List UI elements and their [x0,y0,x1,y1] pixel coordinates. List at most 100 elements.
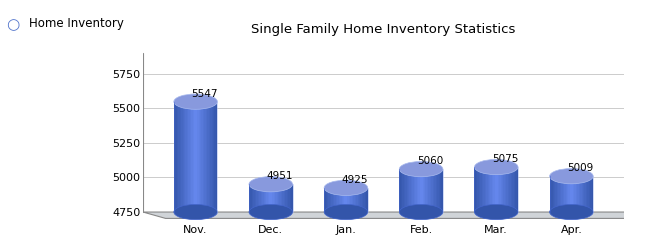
Text: Home Inventory: Home Inventory [29,18,124,30]
Bar [424,169,426,212]
Bar [554,176,555,212]
Bar [284,184,285,212]
Bar [589,176,590,212]
Bar [477,167,479,212]
Bar [272,184,274,212]
Bar [492,167,493,212]
Bar [265,184,266,212]
Bar [187,102,188,212]
Bar [334,188,336,212]
Bar [584,176,586,212]
Bar [266,184,268,212]
Bar [405,169,406,212]
Bar [114,53,143,212]
Bar [252,184,254,212]
Bar [349,188,350,212]
Bar [365,188,366,212]
Bar [428,169,430,212]
Ellipse shape [249,176,292,192]
Bar [558,176,560,212]
Bar [406,169,408,212]
Bar [575,176,576,212]
Bar [488,167,489,212]
Bar [490,167,492,212]
Bar [411,169,412,212]
Bar [567,176,569,212]
Bar [190,102,191,212]
Bar [256,184,257,212]
Bar [344,188,346,212]
Bar [183,102,184,212]
Bar [326,188,327,212]
Bar [408,169,410,212]
Bar [255,184,256,212]
Bar [362,188,363,212]
Bar [500,167,502,212]
Bar [441,169,443,212]
Bar [192,102,194,212]
Ellipse shape [474,204,518,220]
Bar [502,167,504,212]
Bar [177,102,178,212]
Bar [285,184,287,212]
Bar [557,176,558,212]
Bar [401,169,402,212]
Bar [485,167,486,212]
Ellipse shape [399,204,443,220]
Bar [578,176,580,212]
Ellipse shape [550,204,593,220]
Bar [339,188,340,212]
Bar [340,188,341,212]
Bar [482,167,483,212]
Bar [196,102,197,212]
Bar [259,184,261,212]
Bar [508,167,510,212]
Bar [287,184,288,212]
Bar [197,102,198,212]
Bar [363,188,365,212]
Bar [202,102,203,212]
Text: 5060: 5060 [417,156,443,166]
Bar [280,184,281,212]
Bar [439,169,440,212]
Bar [277,184,278,212]
Bar [204,102,206,212]
Bar [275,184,277,212]
Bar [216,102,217,212]
Bar [271,184,272,212]
Bar [426,169,427,212]
Bar [421,169,422,212]
Bar [418,169,420,212]
Bar [437,169,439,212]
Bar [206,102,207,212]
Ellipse shape [174,204,217,220]
Bar [573,176,575,212]
Bar [176,102,177,212]
Bar [586,176,588,212]
Bar [510,167,511,212]
Bar [330,188,332,212]
Bar [209,102,210,212]
Bar [580,176,582,212]
Bar [434,169,436,212]
Bar [257,184,259,212]
Bar [505,167,506,212]
Bar [592,176,593,212]
Bar [337,188,339,212]
Bar [181,102,183,212]
Bar [515,167,517,212]
Bar [499,167,500,212]
Bar [291,184,292,212]
Bar [506,167,508,212]
Bar [422,169,424,212]
Ellipse shape [174,94,217,109]
Bar [577,176,578,212]
Bar [346,188,347,212]
Bar [327,188,328,212]
Bar [552,176,554,212]
Bar [282,184,284,212]
Bar [489,167,490,212]
Bar [356,188,358,212]
Ellipse shape [399,162,443,177]
Bar [268,184,269,212]
